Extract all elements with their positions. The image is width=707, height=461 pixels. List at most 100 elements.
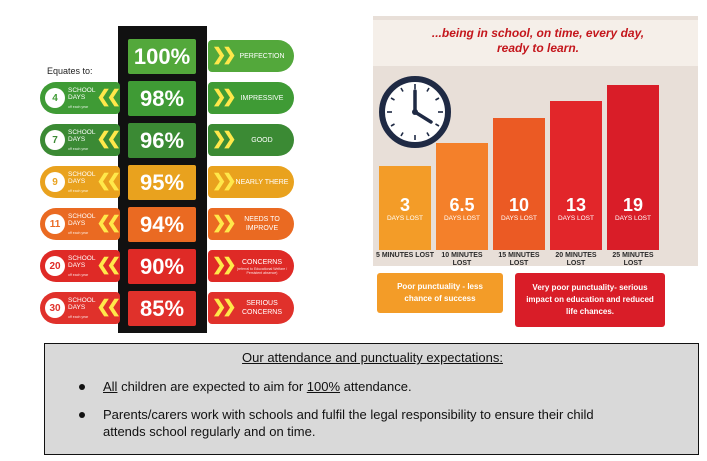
double-chevron-icon: ❯❯ — [212, 45, 236, 64]
days-label: SCHOOL DAYS — [68, 87, 100, 101]
days-label-line-1: SCHOOL — [68, 255, 96, 262]
headline-line-2: ready to learn. — [496, 41, 580, 55]
expectation-item-aim: All children are expected to aim for 100… — [103, 378, 683, 395]
rating-label-wrap: SERIOUS CONCERNS — [234, 292, 290, 324]
days-lost-unit: DAYS LOST — [443, 215, 480, 222]
attendance-percent: 90% — [128, 249, 196, 284]
rating-label: NEEDS TO IMPROVE — [244, 216, 280, 232]
attendance-percent: 95% — [128, 165, 196, 200]
rating-label: CONCERNS — [241, 258, 283, 266]
days-sublabel: off each year — [68, 189, 89, 193]
days-count-badge: 9 — [45, 172, 65, 192]
rating-label: NEARLY THERE — [235, 178, 289, 186]
bullet-dot — [79, 412, 85, 418]
double-chevron-icon: ❮❮ — [96, 297, 121, 316]
clock-icon — [379, 76, 451, 148]
days-lost-bar: 19 DAYS LOST — [607, 85, 659, 250]
minutes-lost-label: 20 MINUTES LOST — [555, 252, 597, 267]
double-chevron-icon: ❮❮ — [96, 129, 121, 148]
days-off-tag: 9 SCHOOL DAYS off each year ❮❮ — [40, 166, 121, 198]
rating-label-wrap: CONCERNS (referral to Educational Welfare… — [234, 250, 290, 282]
attendance-rating-tag: ❯❯ NEARLY THERE — [208, 166, 294, 198]
double-chevron-icon: ❯❯ — [212, 297, 236, 316]
attendance-rating-tag: ❯❯ NEEDS TO IMPROVE — [208, 208, 294, 240]
minutes-lost-label: 15 MINUTES LOST — [498, 252, 540, 267]
days-lost-bar: 10 DAYS LOST — [493, 118, 545, 250]
attendance-rating-tag: ❯❯ PERFECTION — [208, 40, 294, 72]
days-sublabel: off each year — [68, 147, 89, 151]
rating-sublabel: (referral to Educational Welfare / Persi… — [236, 266, 288, 275]
days-lost-unit: DAYS LOST — [557, 215, 594, 222]
rating-label: SERIOUS CONCERNS — [241, 300, 283, 316]
rating-label-wrap: IMPRESSIVE — [234, 82, 290, 114]
ladder-rail-left — [118, 26, 127, 333]
double-chevron-icon: ❮❮ — [96, 255, 121, 274]
attendance-percent: 96% — [128, 123, 196, 158]
bullet1-emphasis-100: 100% — [306, 379, 341, 394]
days-label-line-1: SCHOOL — [68, 213, 96, 220]
days-off-tag: 11 SCHOOL DAYS off each year ❮❮ — [40, 208, 121, 240]
days-label: SCHOOL DAYS — [68, 129, 100, 143]
attendance-rating-tag: ❯❯ IMPRESSIVE — [208, 82, 294, 114]
days-label-line-2: DAYS — [68, 220, 86, 227]
punctuality-headline: ...being in school, on time, every day, … — [393, 26, 683, 56]
attendance-percent: 98% — [128, 81, 196, 116]
days-lost-value: 3 — [399, 195, 410, 215]
double-chevron-icon: ❮❮ — [96, 171, 121, 190]
days-count-badge: 20 — [45, 256, 65, 276]
days-label: SCHOOL DAYS — [68, 255, 100, 269]
attendance-percent: 94% — [128, 207, 196, 242]
days-label: SCHOOL DAYS — [68, 213, 100, 227]
days-sublabel: off each year — [68, 231, 89, 235]
bullet1-mid: children are expected to aim for — [117, 379, 307, 394]
days-lost-value: 6.5 — [449, 195, 475, 215]
double-chevron-icon: ❯❯ — [212, 213, 236, 232]
days-label: SCHOOL DAYS — [68, 297, 100, 311]
callout-poor-punctuality: Poor punctuality - less chance of succes… — [377, 273, 503, 313]
days-off-tag: 30 SCHOOL DAYS off each year ❮❮ — [40, 292, 121, 324]
ladder-rail-right — [198, 26, 207, 333]
rating-label: IMPRESSIVE — [240, 94, 284, 102]
days-label-line-1: SCHOOL — [68, 129, 96, 136]
rating-label-wrap: NEEDS TO IMPROVE — [234, 208, 290, 240]
days-count-badge: 7 — [45, 130, 65, 150]
attendance-rating-tag: ❯❯ CONCERNS (referral to Educational Welfa… — [208, 250, 294, 282]
bullet1-post: attendance. — [340, 379, 412, 394]
days-label-line-2: DAYS — [68, 94, 86, 101]
double-chevron-icon: ❮❮ — [96, 213, 121, 232]
days-label-line-2: DAYS — [68, 262, 86, 269]
days-count-badge: 11 — [45, 214, 65, 234]
rating-label-wrap: NEARLY THERE — [234, 166, 290, 198]
headline-line-1: ...being in school, on time, every day, — [431, 26, 645, 40]
rating-label-wrap: PERFECTION — [234, 40, 290, 72]
bullet2-line-1: Parents/carers work with schools and ful… — [103, 407, 594, 422]
punctuality-header — [373, 20, 698, 66]
bullet1-emphasis-all: All — [103, 379, 118, 394]
attendance-ladder: Equates to: 100% ❯❯ PERFECTION 98% 4 SCHOOL DA… — [0, 0, 310, 335]
attendance-rating-tag: ❯❯ GOOD — [208, 124, 294, 156]
days-count-badge: 4 — [45, 88, 65, 108]
days-label-line-2: DAYS — [68, 136, 86, 143]
days-lost-unit: DAYS LOST — [500, 215, 537, 222]
double-chevron-icon: ❯❯ — [212, 255, 236, 274]
days-label-line-2: DAYS — [68, 304, 86, 311]
rating-label-wrap: GOOD — [234, 124, 290, 156]
days-count-badge: 30 — [45, 298, 65, 318]
punctuality-chart: ...being in school, on time, every day, … — [373, 16, 698, 327]
attendance-percent: 85% — [128, 291, 196, 326]
days-label-line-2: DAYS — [68, 178, 86, 185]
days-lost-bar: 6.5 DAYS LOST — [436, 143, 488, 250]
expectation-item-parents: Parents/carers work with schools and ful… — [103, 406, 693, 440]
days-lost-value: 13 — [565, 195, 587, 215]
days-lost-bar: 3 DAYS LOST — [379, 166, 431, 250]
attendance-percent: 100% — [128, 39, 196, 74]
days-label-line-1: SCHOOL — [68, 87, 96, 94]
days-off-tag: 7 SCHOOL DAYS off each year ❮❮ — [40, 124, 121, 156]
bullet-dot — [79, 384, 85, 390]
minutes-lost-label: 25 MINUTES LOST — [612, 252, 654, 267]
double-chevron-icon: ❯❯ — [212, 129, 236, 148]
equates-label: Equates to: — [47, 66, 93, 76]
days-off-tag: 4 SCHOOL DAYS off each year ❮❮ — [40, 82, 121, 114]
days-sublabel: off each year — [68, 105, 89, 109]
attendance-rating-tag: ❯❯ SERIOUS CONCERNS — [208, 292, 294, 324]
